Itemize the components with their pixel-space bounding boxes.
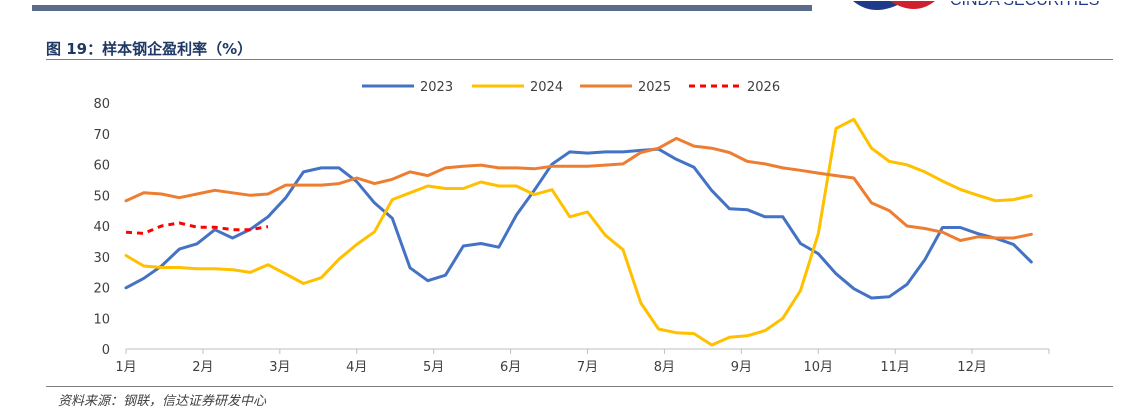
x-tick-label: 11月 (880, 360, 910, 375)
line-chart: 2023 2024 2025 2026 0 10 20 30 40 50 60 70 80 1月 2月 3… (93, 80, 1050, 375)
y-tick-label: 10 (93, 312, 110, 327)
x-tick-label: 2月 (192, 360, 213, 375)
y-axis: 0 10 20 30 40 50 60 70 80 (93, 97, 110, 358)
series-line-2025 (124, 136, 1033, 242)
x-axis: 1月 2月 3月 4月 5月 6月 7月 8月 9月 10月 11月 12月 (115, 348, 1050, 375)
title-divider (46, 59, 1113, 60)
header-bar (32, 5, 812, 11)
x-tick-label: 10月 (803, 360, 833, 375)
legend-label-2026: 2026 (747, 80, 780, 95)
y-tick-label: 40 (93, 220, 110, 235)
y-tick-label: 50 (93, 189, 110, 204)
x-tick-label: 4月 (346, 360, 367, 375)
y-tick-label: 0 (102, 343, 110, 358)
x-tick-label: 3月 (269, 360, 290, 375)
x-tick-label: 7月 (577, 360, 598, 375)
figure-title: 图 19：样本钢企盈利率（%） (46, 40, 253, 58)
source-note: 资料来源：钢联，信达证券研发中心 (58, 394, 267, 409)
x-tick-label: 5月 (423, 360, 444, 375)
x-tick-label: 9月 (731, 360, 752, 375)
plot-area (124, 117, 1033, 347)
company-logo: CINDA SECURITIES (845, 0, 1137, 14)
series-line-2026 (125, 221, 269, 235)
y-tick-label: 20 (93, 282, 110, 297)
x-tick-label: 8月 (654, 360, 675, 375)
y-tick-label: 70 (93, 128, 110, 143)
y-tick-label: 30 (93, 251, 110, 266)
y-tick-label: 80 (93, 97, 110, 112)
series-line-2024 (124, 117, 1033, 347)
legend-label-2024: 2024 (530, 80, 563, 95)
chart-legend: 2023 2024 2025 2026 (362, 80, 780, 95)
x-tick-label: 12月 (957, 360, 987, 375)
legend-label-2025: 2025 (638, 80, 671, 95)
legend-label-2023: 2023 (420, 80, 453, 95)
source-divider (46, 386, 1113, 387)
y-tick-label: 60 (93, 159, 110, 174)
x-tick-label: 6月 (500, 360, 521, 375)
x-tick-label: 1月 (115, 360, 136, 375)
svg-text:CINDA SECURITIES: CINDA SECURITIES (950, 1, 1099, 9)
series-line-2023 (124, 147, 1033, 300)
